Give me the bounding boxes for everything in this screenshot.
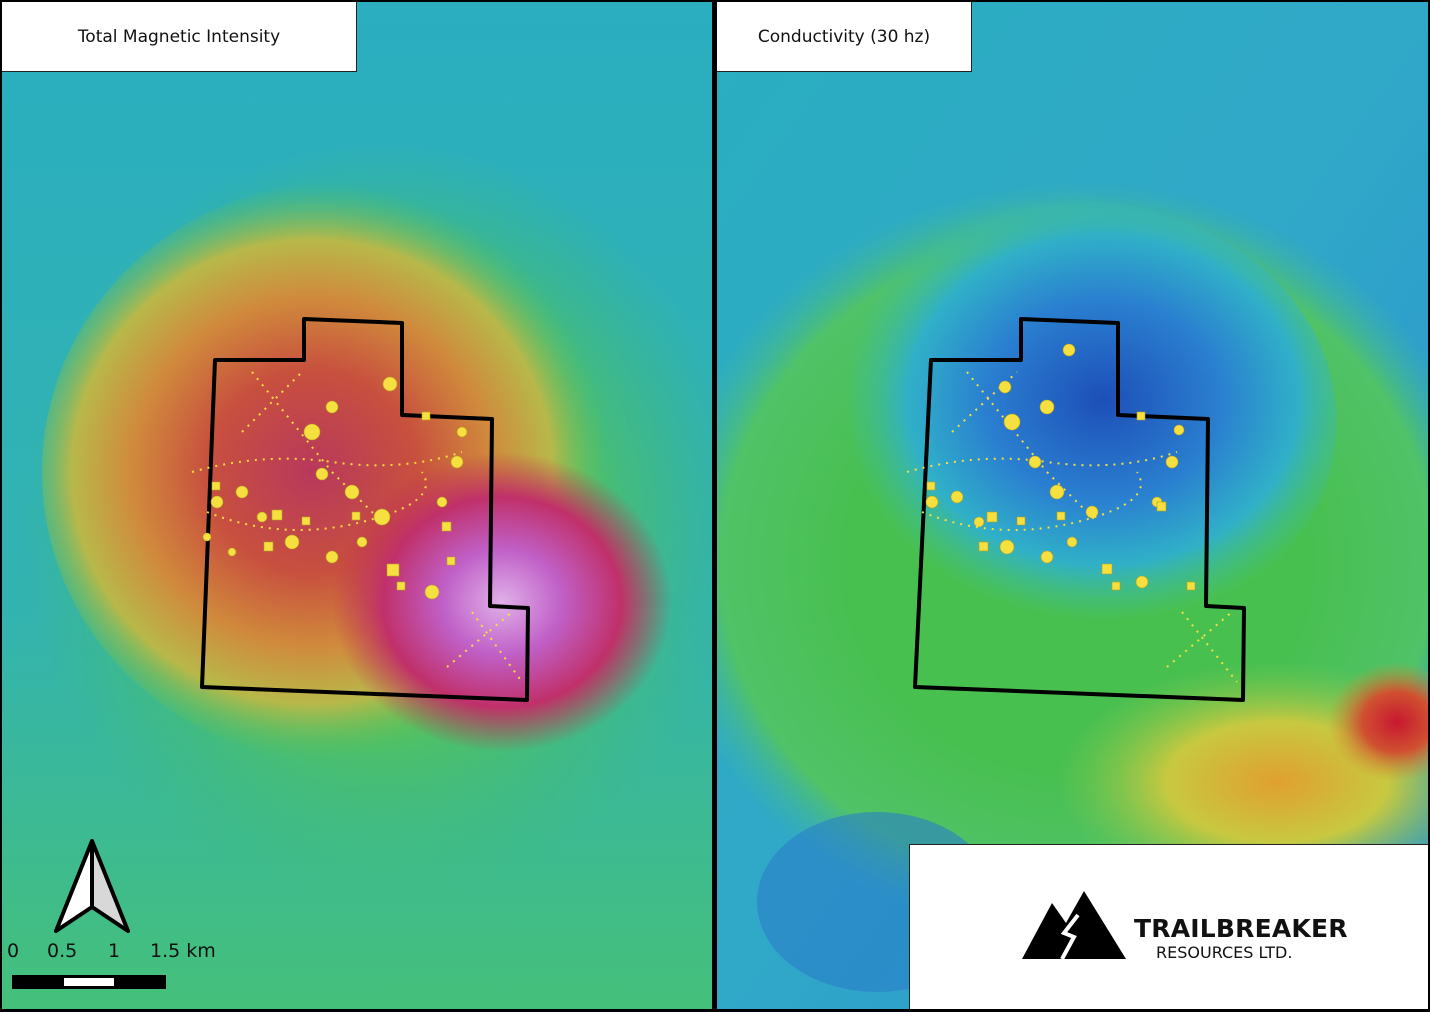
mountain-logo-icon (1022, 891, 1126, 960)
north-arrow-icon (54, 839, 130, 933)
scale-label-0: 0 (7, 940, 20, 962)
magnetic-intensity-map (2, 2, 712, 1009)
scale-label-1: 1 (108, 940, 121, 962)
conductivity-map (717, 2, 1428, 1009)
scale-bar-labels: 0 0.5 1 1.5 km (2, 940, 232, 966)
scale-bar (12, 975, 166, 989)
company-logo-box: TRAILBREAKER RESOURCES LTD. (909, 844, 1428, 1009)
panel-title: Conductivity (30 hz) (717, 2, 972, 72)
sample-lines (906, 371, 1238, 683)
claim-outline (200, 317, 530, 702)
company-name: TRAILBREAKER (1134, 914, 1348, 943)
sample-points (925, 343, 1196, 591)
sample-lines (191, 371, 523, 683)
claim-outline (913, 317, 1246, 702)
scale-label-1-5-km: 1.5 km (150, 940, 216, 962)
panel-title: Total Magnetic Intensity (2, 2, 357, 72)
map-panel-magnetic: Total Magnetic Intensity 0 0.5 1 1.5 km (2, 2, 712, 1009)
scale-label-0-5: 0.5 (47, 940, 78, 962)
sample-points (202, 376, 468, 600)
map-panel-conductivity: Conductivity (30 hz) TRAILBREAKER RESOUR… (717, 2, 1428, 1009)
company-subtitle: RESOURCES LTD. (1156, 943, 1293, 962)
